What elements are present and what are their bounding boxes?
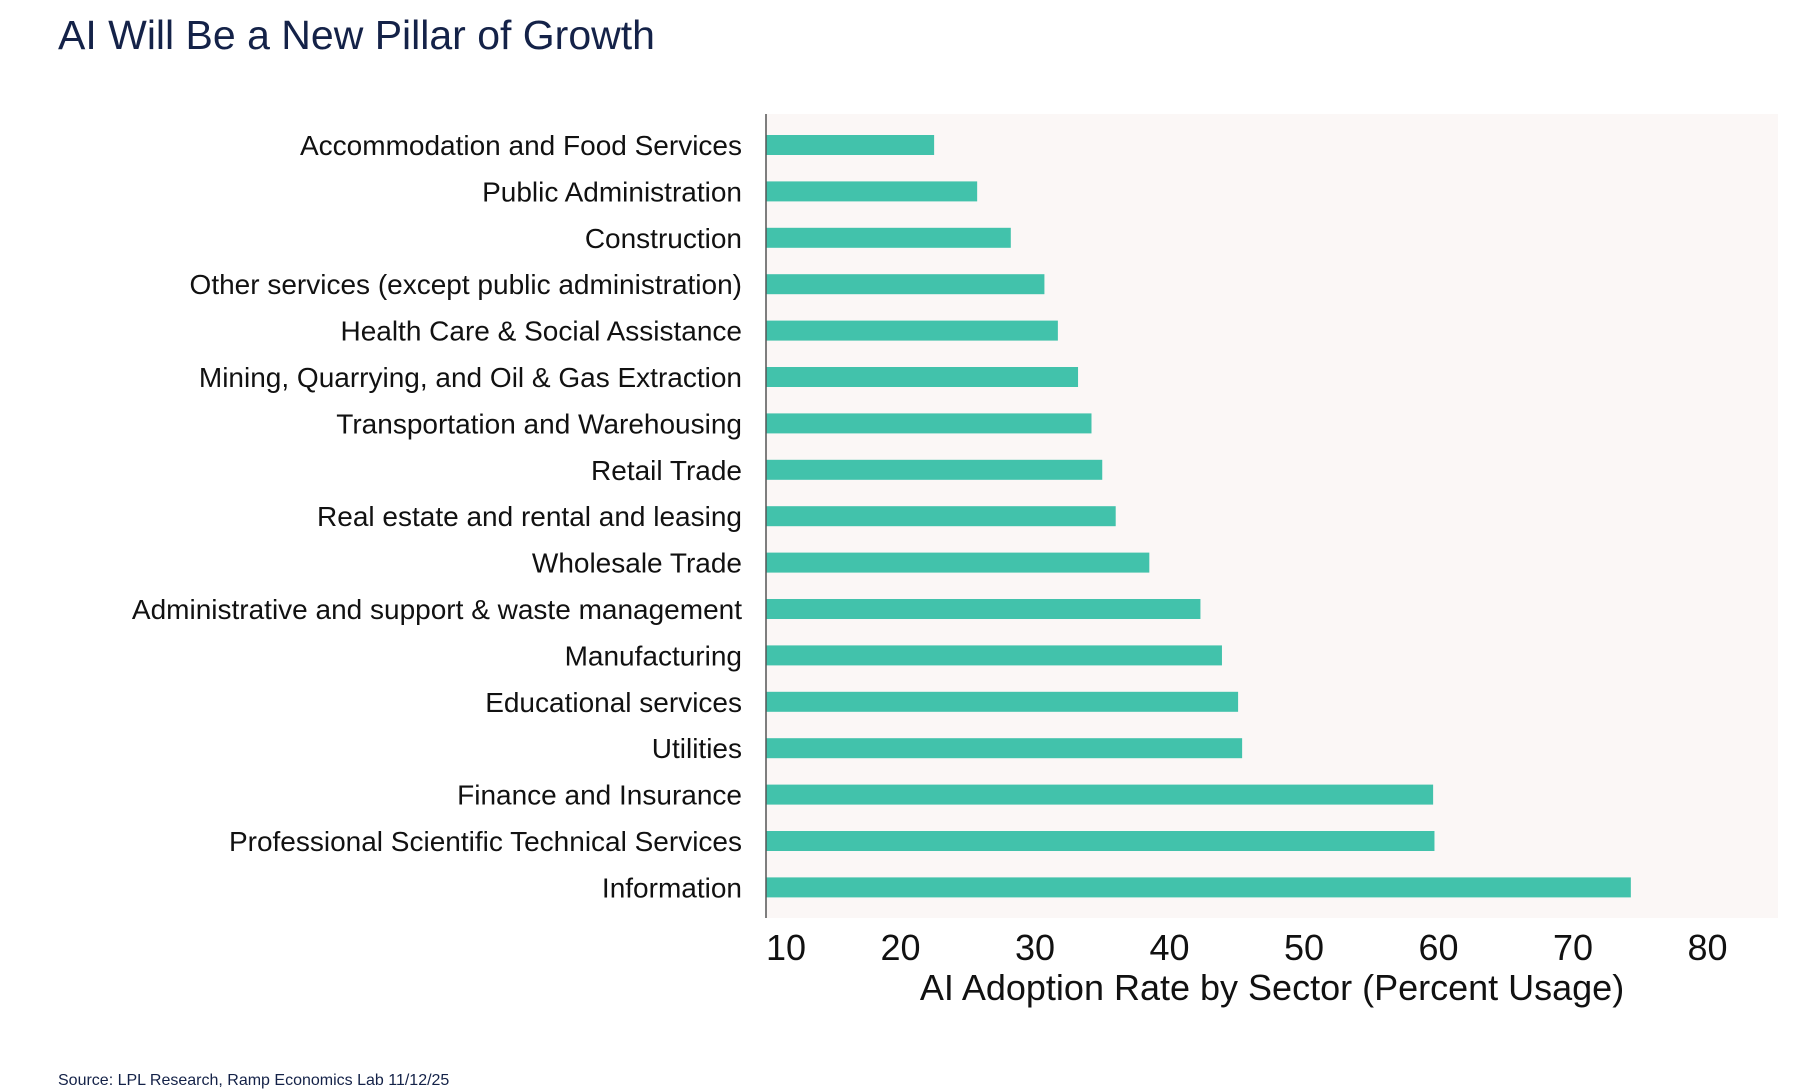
x-tick-label: 80 bbox=[1687, 927, 1727, 968]
x-tick-label: 70 bbox=[1553, 927, 1593, 968]
bar bbox=[766, 877, 1631, 898]
x-tick-label: 50 bbox=[1284, 927, 1324, 968]
category-labels-group: Accommodation and Food Services Public Ad… bbox=[132, 130, 742, 903]
category-label: Manufacturing bbox=[565, 640, 742, 671]
bar bbox=[766, 181, 978, 202]
category-label: Information bbox=[602, 872, 742, 903]
bar bbox=[766, 459, 1103, 480]
bar bbox=[766, 506, 1116, 527]
category-label: Construction bbox=[585, 223, 742, 254]
bar bbox=[766, 645, 1222, 666]
bar bbox=[766, 274, 1045, 295]
bar bbox=[766, 227, 1011, 248]
category-label: Educational services bbox=[485, 687, 742, 718]
bar bbox=[766, 552, 1150, 573]
bar bbox=[766, 320, 1058, 341]
x-axis-label: AI Adoption Rate by Sector (Percent Usag… bbox=[920, 967, 1624, 1008]
x-tick-label: 20 bbox=[880, 927, 920, 968]
source-note: Source: LPL Research, Ramp Economics Lab… bbox=[58, 1072, 450, 1089]
bar bbox=[766, 691, 1239, 712]
bar bbox=[766, 367, 1079, 387]
category-label: Administrative and support & waste manag… bbox=[132, 594, 742, 625]
category-label: Accommodation and Food Services bbox=[300, 130, 742, 161]
bar bbox=[766, 135, 935, 155]
category-label: Other services (except public administra… bbox=[190, 269, 742, 300]
bar bbox=[766, 413, 1092, 434]
category-label: Health Care & Social Assistance bbox=[340, 316, 742, 347]
category-label: Public Administration bbox=[482, 176, 742, 207]
x-tick-label: 30 bbox=[1015, 927, 1055, 968]
bar-chart: Accommodation and Food Services Public Ad… bbox=[131, 114, 1728, 1008]
x-tick-labels-group: 10 20 30 40 50 60 70 80 bbox=[766, 927, 1728, 968]
category-label: Utilities bbox=[652, 733, 742, 764]
bar bbox=[766, 599, 1201, 619]
category-label: Real estate and rental and leasing bbox=[317, 501, 742, 532]
category-label: Professional Scientific Technical Servic… bbox=[229, 826, 742, 857]
category-label: Mining, Quarrying, and Oil & Gas Extract… bbox=[199, 362, 742, 393]
x-tick-label: 10 bbox=[766, 927, 806, 968]
category-label: Retail Trade bbox=[591, 455, 742, 486]
x-tick-label: 60 bbox=[1418, 927, 1458, 968]
chart-title: AI Will Be a New Pillar of Growth bbox=[58, 12, 655, 58]
bar bbox=[766, 784, 1434, 805]
bars-group bbox=[766, 135, 1631, 898]
bar bbox=[766, 738, 1243, 759]
category-label: Transportation and Warehousing bbox=[336, 408, 742, 439]
category-label: Wholesale Trade bbox=[532, 548, 742, 579]
category-label: Finance and Insurance bbox=[457, 780, 742, 811]
x-tick-label: 40 bbox=[1149, 927, 1189, 968]
bar bbox=[766, 831, 1435, 851]
